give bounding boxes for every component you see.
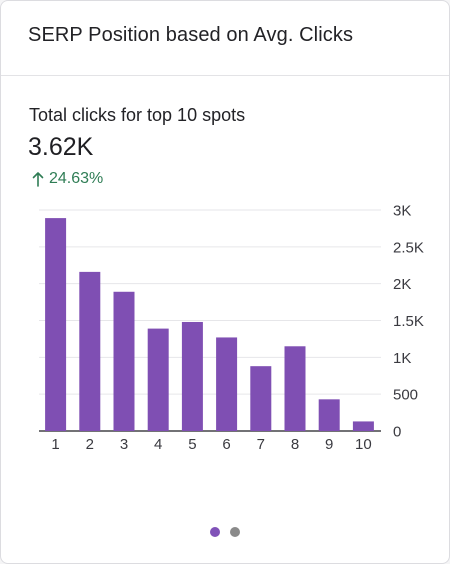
bar-4[interactable]	[147, 328, 169, 431]
y-tick-label: 2K	[393, 276, 411, 293]
y-tick-label: 2.5K	[393, 239, 424, 256]
pager-dots	[1, 527, 449, 537]
bar-9[interactable]	[318, 399, 340, 431]
x-tick-label: 3	[120, 436, 128, 453]
y-tick-label: 1.5K	[393, 313, 424, 330]
card-header: SERP Position based on Avg. Clicks	[1, 1, 449, 76]
arrow-up-icon	[32, 172, 44, 187]
bar-10[interactable]	[352, 421, 374, 431]
x-tick-label: 8	[291, 436, 299, 453]
y-tick-label: 0	[393, 424, 401, 441]
metric-label: Total clicks for top 10 spots	[29, 105, 246, 125]
y-tick-label: 3K	[393, 203, 411, 220]
x-tick-label: 6	[222, 436, 230, 453]
bar-6[interactable]	[216, 337, 238, 431]
card-title: SERP Position based on Avg. Clicks	[28, 23, 354, 46]
bar-chart: 0 500 1K 1.5K 2K 2.5K 3K 1 2 3 4 5 6 7 8 9 10	[39, 203, 424, 453]
x-tick-label: 1	[51, 436, 59, 453]
x-tick-label: 7	[257, 436, 265, 453]
bar-3[interactable]	[113, 291, 135, 431]
x-tick-label: 10	[355, 436, 372, 453]
y-tick-label: 500	[393, 387, 418, 404]
pager-dot[interactable]	[230, 527, 240, 537]
pager-dot-active[interactable]	[210, 527, 220, 537]
bar-1[interactable]	[45, 218, 67, 431]
bar-8[interactable]	[284, 346, 306, 431]
metric-change: 24.63%	[31, 170, 103, 188]
bar-2[interactable]	[79, 271, 101, 431]
x-tick-label: 4	[154, 436, 162, 453]
bar-5[interactable]	[181, 321, 203, 431]
y-tick-label: 1K	[393, 350, 411, 367]
metric-value: 3.62K	[28, 133, 94, 161]
x-tick-label: 2	[86, 436, 94, 453]
x-tick-label: 5	[188, 436, 196, 453]
x-tick-label: 9	[325, 436, 333, 453]
bar-7[interactable]	[250, 366, 272, 431]
metric-change-value: 24.63%	[49, 170, 104, 187]
